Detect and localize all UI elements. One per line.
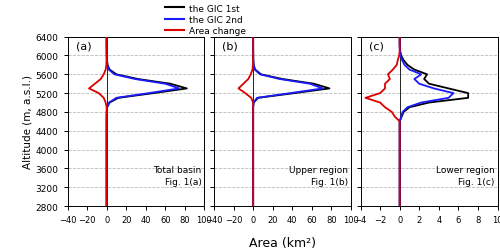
Text: (a): (a) bbox=[76, 42, 92, 52]
Text: Lower region: Lower region bbox=[436, 165, 495, 174]
Text: Total basin: Total basin bbox=[154, 165, 202, 174]
Text: (c): (c) bbox=[369, 42, 384, 52]
Legend: the GIC 1st, the GIC 2nd, Area change: the GIC 1st, the GIC 2nd, Area change bbox=[164, 4, 246, 36]
Text: Area (km²): Area (km²) bbox=[249, 236, 316, 249]
Text: Fig. 1(b): Fig. 1(b) bbox=[311, 177, 348, 186]
Text: Fig. 1(a): Fig. 1(a) bbox=[165, 177, 202, 186]
Text: Fig. 1(c): Fig. 1(c) bbox=[458, 177, 495, 186]
Text: Upper region: Upper region bbox=[289, 165, 348, 174]
Text: (b): (b) bbox=[222, 42, 238, 52]
Y-axis label: Altitude (m, a.s.l.): Altitude (m, a.s.l.) bbox=[22, 75, 32, 169]
